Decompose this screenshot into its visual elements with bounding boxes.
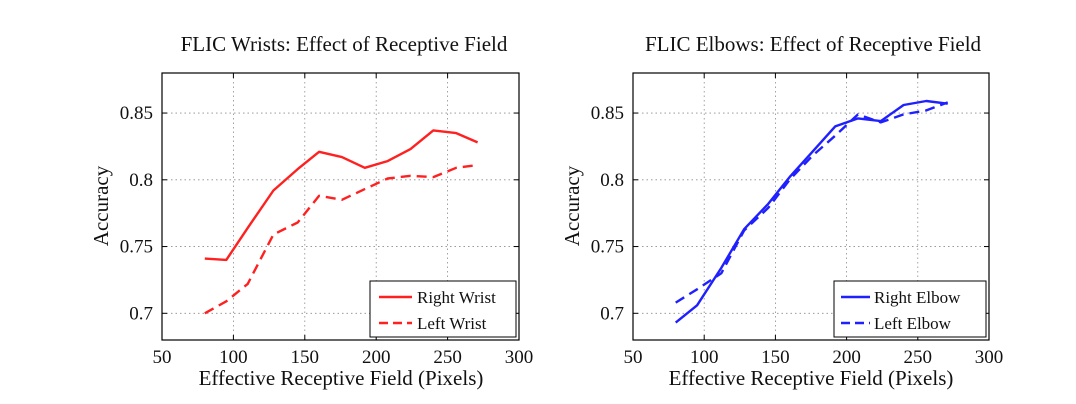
y-tick-label: 0.8 <box>600 170 624 191</box>
y-axis-label: Accuracy <box>560 165 584 246</box>
x-axis-label: Effective Receptive Field (Pixels) <box>669 366 954 390</box>
series-line-right-elbow <box>674 99 948 324</box>
legend: Right Wrist Left Wrist <box>369 280 517 338</box>
legend-box <box>369 280 517 338</box>
data-lines <box>674 99 949 324</box>
series-line-left-elbow <box>675 101 949 304</box>
y-tick-label: 0.7 <box>129 303 153 324</box>
series-line-left-wrist <box>204 163 478 315</box>
plot-frame <box>161 72 520 341</box>
x-tick-label: 50 <box>153 347 172 368</box>
x-tick-label: 200 <box>832 347 861 368</box>
x-tick-label: 50 <box>624 347 643 368</box>
x-tick-label: 300 <box>975 347 1004 368</box>
legend-label-left-elbow: Left Elbow <box>874 314 952 333</box>
y-tick-label: 0.75 <box>591 237 624 258</box>
y-tick-label: 0.7 <box>600 303 624 324</box>
data-lines <box>204 129 479 315</box>
x-tick-label: 100 <box>219 347 248 368</box>
legend-label-right-wrist: Right Wrist <box>417 288 496 307</box>
x-tick-label: 100 <box>690 347 719 368</box>
x-tick-label: 200 <box>362 347 391 368</box>
x-tick-label: 150 <box>291 347 320 368</box>
chart-title: FLIC Elbows: Effect of Receptive Field <box>645 32 982 56</box>
chart-wrists: FLIC Wrists: Effect of Receptive Field 5… <box>89 32 533 390</box>
series-line-right-wrist <box>204 129 479 262</box>
legend-box <box>833 280 987 338</box>
x-tick-label: 250 <box>904 347 933 368</box>
y-axis-label: Accuracy <box>89 165 113 246</box>
x-tick-label: 150 <box>761 347 790 368</box>
chart-elbows: FLIC Elbows: Effect of Receptive Field 5… <box>560 32 1003 390</box>
chart-title: FLIC Wrists: Effect of Receptive Field <box>181 32 508 56</box>
x-axis-label: Effective Receptive Field (Pixels) <box>199 366 484 390</box>
x-tick-label: 250 <box>433 347 462 368</box>
y-tick-label: 0.8 <box>129 170 153 191</box>
legend-label-right-elbow: Right Elbow <box>874 288 961 307</box>
x-tick-label: 300 <box>505 347 534 368</box>
y-tick-label: 0.85 <box>591 103 624 124</box>
y-tick-label: 0.85 <box>120 103 153 124</box>
legend: Right Elbow Left Elbow <box>833 280 987 338</box>
plot-frame <box>632 72 990 341</box>
grid-lines <box>633 73 989 340</box>
legend-label-left-wrist: Left Wrist <box>417 314 487 333</box>
y-tick-label: 0.75 <box>120 237 153 258</box>
